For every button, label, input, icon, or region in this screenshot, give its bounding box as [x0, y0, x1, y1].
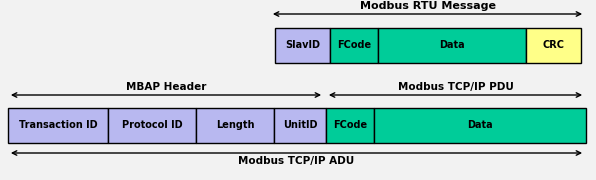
Text: MBAP Header: MBAP Header [126, 82, 206, 92]
Text: UnitID: UnitID [283, 120, 317, 130]
Text: Modbus TCP/IP PDU: Modbus TCP/IP PDU [398, 82, 513, 92]
Text: CRC: CRC [542, 40, 564, 51]
Bar [8, 108, 108, 143]
Bar [330, 28, 378, 63]
Text: Protocol ID: Protocol ID [122, 120, 182, 130]
Text: FCode: FCode [337, 40, 371, 51]
Text: Data: Data [439, 40, 465, 51]
Text: Transaction ID: Transaction ID [18, 120, 97, 130]
Text: FCode: FCode [333, 120, 367, 130]
Bar [275, 28, 330, 63]
Bar [326, 108, 374, 143]
Text: Modbus TCP/IP ADU: Modbus TCP/IP ADU [238, 156, 355, 166]
Bar [378, 28, 526, 63]
Text: Data: Data [467, 120, 493, 130]
Bar [196, 108, 274, 143]
Bar [274, 108, 326, 143]
Text: Modbus RTU Message: Modbus RTU Message [359, 1, 495, 11]
Bar [108, 108, 196, 143]
Text: SlavID: SlavID [285, 40, 320, 51]
Bar [526, 28, 581, 63]
Text: Length: Length [216, 120, 254, 130]
Bar [374, 108, 586, 143]
